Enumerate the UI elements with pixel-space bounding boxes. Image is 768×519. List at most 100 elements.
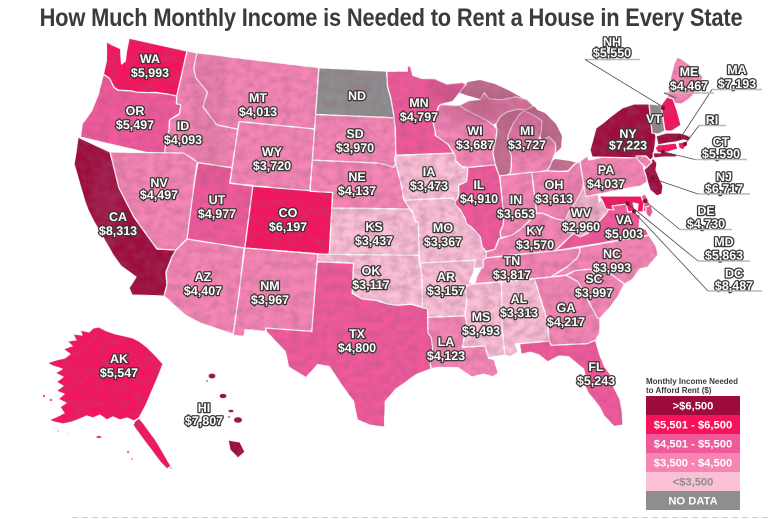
- svg-text:SD: SD: [346, 127, 363, 141]
- svg-text:$5,497: $5,497: [116, 118, 154, 132]
- svg-text:MD: MD: [714, 235, 733, 249]
- svg-text:MI: MI: [520, 124, 534, 138]
- svg-text:ND: ND: [348, 89, 366, 103]
- svg-text:$7,807: $7,807: [185, 414, 223, 428]
- svg-text:WY: WY: [262, 145, 283, 159]
- svg-text:$3,817: $3,817: [493, 268, 531, 282]
- svg-text:$4,497: $4,497: [140, 188, 178, 202]
- svg-text:PA: PA: [598, 163, 614, 177]
- svg-text:$5,863: $5,863: [705, 249, 743, 263]
- svg-text:$3,570: $3,570: [516, 238, 554, 252]
- svg-text:NC: NC: [603, 247, 621, 261]
- svg-text:$3,997: $3,997: [575, 286, 613, 300]
- svg-text:IN: IN: [510, 193, 523, 207]
- svg-text:$3,437: $3,437: [355, 234, 393, 248]
- svg-text:NV: NV: [150, 176, 168, 190]
- svg-text:$4,407: $4,407: [184, 284, 222, 298]
- svg-text:IA: IA: [423, 165, 436, 179]
- svg-text:MN: MN: [409, 96, 428, 110]
- svg-text:$3,727: $3,727: [508, 138, 546, 152]
- svg-text:IL: IL: [473, 178, 484, 192]
- svg-text:OR: OR: [126, 104, 145, 118]
- svg-text:$5,243: $5,243: [577, 374, 615, 388]
- svg-text:WA: WA: [140, 52, 160, 66]
- svg-text:$5,547: $5,547: [100, 366, 138, 380]
- svg-text:>$6,500: >$6,500: [673, 401, 714, 413]
- svg-text:NO DATA: NO DATA: [668, 496, 717, 508]
- svg-text:$4,800: $4,800: [338, 341, 376, 355]
- svg-text:$3,653: $3,653: [497, 207, 535, 221]
- svg-text:How Much Monthly Income is Nee: How Much Monthly Income is Needed to Ren…: [40, 4, 743, 32]
- svg-text:NH: NH: [603, 35, 621, 49]
- svg-text:MS: MS: [472, 310, 491, 324]
- svg-text:$4,093: $4,093: [164, 133, 202, 147]
- svg-text:$5,003: $5,003: [605, 227, 643, 241]
- svg-text:ME: ME: [680, 65, 699, 79]
- svg-text:TX: TX: [349, 327, 366, 341]
- svg-text:$5,501 - $6,500: $5,501 - $6,500: [654, 420, 732, 432]
- svg-text:KY: KY: [526, 224, 544, 238]
- svg-text:NJ: NJ: [716, 170, 732, 184]
- svg-text:$4,137: $4,137: [338, 184, 376, 198]
- svg-text:WV: WV: [571, 206, 592, 220]
- svg-text:$4,217: $4,217: [547, 315, 585, 329]
- svg-text:CA: CA: [109, 210, 127, 224]
- svg-text:$4,910: $4,910: [460, 192, 498, 206]
- svg-text:to Afford Rent ($): to Afford Rent ($): [646, 386, 712, 395]
- svg-text:$3,493: $3,493: [462, 324, 500, 338]
- svg-text:$3,313: $3,313: [500, 306, 538, 320]
- svg-text:$5,550: $5,550: [593, 46, 631, 60]
- svg-text:AL: AL: [511, 292, 528, 306]
- svg-text:AZ: AZ: [195, 270, 212, 284]
- svg-text:$3,720: $3,720: [253, 159, 291, 173]
- svg-text:$3,970: $3,970: [336, 141, 374, 155]
- svg-text:$3,993: $3,993: [593, 261, 631, 275]
- svg-text:$3,117: $3,117: [352, 278, 390, 292]
- svg-text:GA: GA: [557, 301, 576, 315]
- svg-text:FL: FL: [588, 360, 604, 374]
- svg-text:$4,123: $4,123: [427, 349, 465, 363]
- svg-text:$3,157: $3,157: [427, 284, 465, 298]
- svg-text:$3,473: $3,473: [410, 179, 448, 193]
- svg-text:RI: RI: [706, 113, 719, 127]
- svg-text:$5,590: $5,590: [702, 147, 740, 161]
- svg-text:TN: TN: [504, 254, 521, 268]
- svg-text:AK: AK: [110, 352, 128, 366]
- svg-text:$4,013: $4,013: [239, 105, 277, 119]
- svg-text:$3,367: $3,367: [424, 235, 462, 249]
- svg-text:KS: KS: [365, 220, 382, 234]
- svg-text:NM: NM: [260, 279, 279, 293]
- svg-text:MT: MT: [249, 91, 267, 105]
- svg-text:$3,687: $3,687: [456, 138, 494, 152]
- svg-text:VA: VA: [616, 213, 632, 227]
- svg-text:$4,037: $4,037: [587, 177, 625, 191]
- svg-text:$3,500 - $4,500: $3,500 - $4,500: [654, 458, 732, 470]
- svg-text:OH: OH: [545, 178, 564, 192]
- svg-text:DC: DC: [725, 267, 743, 281]
- svg-text:$4,977: $4,977: [198, 207, 236, 221]
- svg-text:AR: AR: [437, 270, 455, 284]
- svg-text:DE: DE: [697, 204, 714, 218]
- svg-text:NY: NY: [619, 127, 637, 141]
- svg-text:WI: WI: [467, 124, 482, 138]
- svg-text:LA: LA: [438, 335, 455, 349]
- svg-text:$3,613: $3,613: [535, 192, 573, 206]
- svg-text:CO: CO: [279, 206, 298, 220]
- svg-text:$7,223: $7,223: [609, 139, 647, 153]
- svg-text:SC: SC: [585, 272, 602, 286]
- svg-text:$7,193: $7,193: [718, 77, 756, 91]
- svg-text:$4,501 - $5,500: $4,501 - $5,500: [654, 439, 732, 451]
- svg-text:ID: ID: [177, 119, 190, 133]
- svg-text:HI: HI: [198, 401, 211, 415]
- svg-text:Monthly Income Needed: Monthly Income Needed: [646, 377, 738, 386]
- svg-text:$2,960: $2,960: [562, 220, 600, 234]
- svg-text:$4,730: $4,730: [687, 217, 725, 231]
- svg-text:<$3,500: <$3,500: [673, 477, 714, 489]
- svg-text:UT: UT: [209, 193, 226, 207]
- svg-text:$4,797: $4,797: [400, 110, 438, 124]
- svg-text:MA: MA: [727, 63, 746, 77]
- svg-text:$3,967: $3,967: [251, 293, 289, 307]
- svg-text:OK: OK: [362, 264, 381, 278]
- svg-text:$6,717: $6,717: [705, 182, 743, 196]
- svg-text:$8,487: $8,487: [715, 279, 753, 293]
